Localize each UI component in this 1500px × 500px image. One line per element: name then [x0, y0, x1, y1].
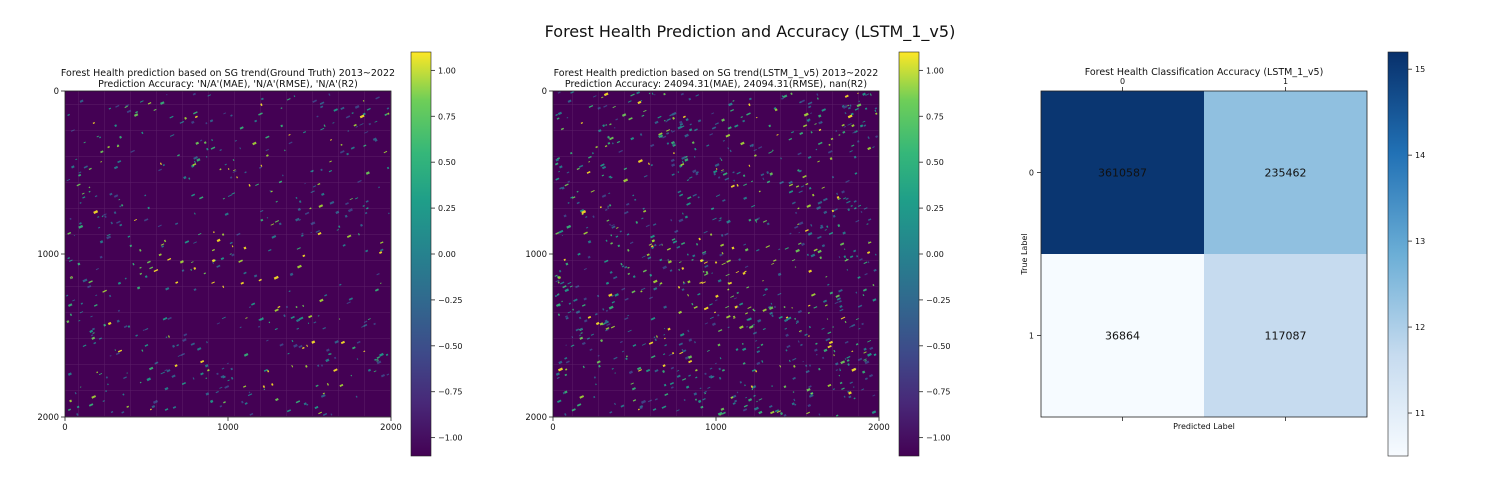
y-tick-label: 0	[54, 87, 59, 97]
x-axis-label: Predicted Label	[1173, 422, 1235, 431]
colorbar-tick-label: 15	[1415, 65, 1425, 74]
colorbar-tick-label: −0.50	[926, 342, 951, 351]
colorbar-tick-label: 0.00	[926, 250, 944, 259]
y-tick-label: 2000	[37, 413, 59, 423]
x-tick-label: 0	[62, 423, 67, 433]
colorbar-ticks: 1.00 0.75 0.50 0.25 0.00 −0.25 −0.50 −0.75 −1.00	[431, 66, 463, 443]
colorbar-tick-label: −0.25	[926, 296, 951, 305]
colorbar-tick-label: 12	[1415, 323, 1425, 332]
x-tick-label: 2000	[380, 423, 402, 433]
y-axis-label: True Label	[1020, 233, 1029, 275]
matrix-cell-label: 235462	[1265, 167, 1307, 180]
panel-confusion-matrix: Forest Health Classification Accuracy (L…	[1020, 51, 1425, 457]
y-tick-label: 1000	[525, 250, 547, 260]
grid-overlay	[553, 91, 879, 417]
colorbar-ticks: 1.00 0.75 0.50 0.25 0.00 −0.25 −0.50 −0.75 −1.00	[919, 66, 951, 443]
colorbar-tick-label: 14	[1415, 151, 1425, 160]
chart-subtitle: Prediction Accuracy: 'N/A'(MAE), 'N/A'(R…	[98, 79, 358, 90]
colorbar-tick-label: 0.75	[438, 112, 456, 121]
x-tick-label: 1	[1283, 77, 1288, 86]
chart-title: Forest Health prediction based on SG tre…	[554, 68, 879, 79]
colorbar-tick-label: −0.50	[438, 342, 463, 351]
y-tick-label: 1000	[37, 250, 59, 260]
figure-title: Forest Health Prediction and Accuracy (L…	[544, 22, 956, 41]
x-tick-label: 2000	[868, 423, 890, 433]
matrix-cell-label: 3610587	[1098, 167, 1147, 180]
y-tick-label: 1	[1029, 332, 1034, 341]
colorbar	[898, 51, 920, 457]
matrix-cell	[1041, 254, 1204, 417]
x-tick-label: 0	[550, 423, 555, 433]
colorbar-tick-label: 11	[1415, 409, 1425, 418]
x-tick-label: 0	[1120, 77, 1125, 86]
colorbar-tick-label: 0.75	[926, 112, 944, 121]
chart-subtitle: Prediction Accuracy: 24094.31(MAE), 2409…	[565, 79, 867, 90]
colorbar-tick-label: −0.75	[926, 388, 951, 397]
colorbar-ticks: 15 14 13 12 11	[1408, 65, 1425, 418]
colorbar	[1387, 51, 1409, 457]
colorbar-tick-label: 0.50	[926, 158, 944, 167]
colorbar-tick-label: 1.00	[926, 66, 944, 75]
colorbar-tick-label: 0.25	[438, 204, 456, 213]
colorbar-tick-label: 0.00	[438, 250, 456, 259]
colorbar-tick-label: 13	[1415, 237, 1425, 246]
panel-lstm-prediction: Forest Health prediction based on SG tre…	[525, 51, 951, 457]
matrix-cell	[1041, 91, 1204, 254]
matrix-cell-label: 36864	[1105, 330, 1140, 343]
colorbar-tick-label: 0.25	[926, 204, 944, 213]
colorbar-tick-label: −1.00	[926, 434, 951, 443]
y-tick-label: 0	[542, 87, 547, 97]
y-tick-label: 0	[1029, 169, 1034, 178]
colorbar-tick-label: 0.50	[438, 158, 456, 167]
chart-title: Forest Health prediction based on SG tre…	[61, 68, 395, 79]
chart-title: Forest Health Classification Accuracy (L…	[1085, 67, 1324, 78]
x-tick-label: 1000	[217, 423, 239, 433]
plot-frame	[1040, 90, 1368, 418]
colorbar	[410, 51, 432, 457]
matrix-cell	[1204, 254, 1367, 417]
confusion-matrix-cells: 3610587 235462 36864 117087	[1041, 91, 1367, 417]
colorbar-tick-label: 1.00	[438, 66, 456, 75]
panel-ground-truth: Forest Health prediction based on SG tre…	[37, 51, 463, 457]
y-tick-label: 2000	[525, 413, 547, 423]
colorbar-tick-label: −0.25	[438, 296, 463, 305]
x-tick-label: 1000	[705, 423, 727, 433]
matrix-cell-label: 117087	[1265, 330, 1307, 343]
colorbar-tick-label: −1.00	[438, 434, 463, 443]
colorbar-tick-label: −0.75	[438, 388, 463, 397]
grid-overlay	[65, 91, 391, 417]
matrix-cell	[1204, 91, 1367, 254]
